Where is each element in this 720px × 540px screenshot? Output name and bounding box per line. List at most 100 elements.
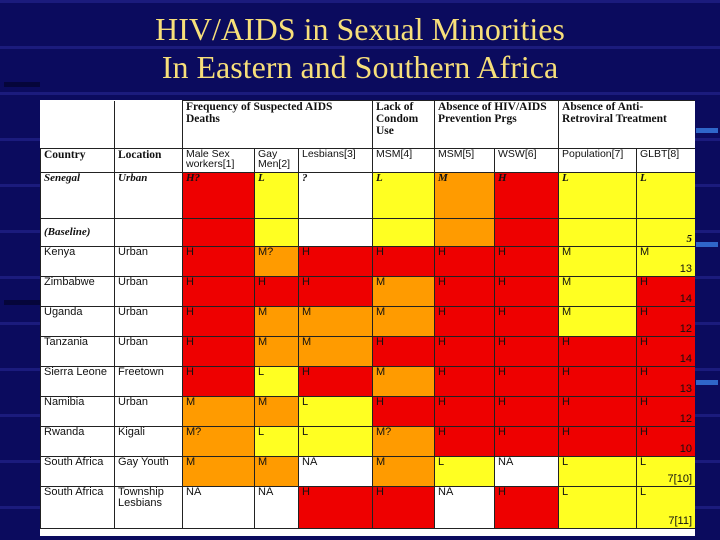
country-cell: South Africa xyxy=(40,486,115,529)
blank-header-cell xyxy=(40,100,115,149)
rating-value: M xyxy=(376,276,386,288)
rating-cell: H xyxy=(558,426,638,457)
rating-value: H xyxy=(640,396,648,408)
rating-value: H xyxy=(376,246,384,258)
rating-cell: H xyxy=(558,396,638,427)
reference-note: 13 xyxy=(679,383,693,395)
rating-value: H xyxy=(302,366,310,378)
rating-value: M? xyxy=(186,426,202,438)
rating-value: H xyxy=(186,246,194,258)
column-header: MSM[4] xyxy=(372,148,435,173)
country-cell: Rwanda xyxy=(40,426,115,457)
rating-cell: M? xyxy=(372,426,435,457)
rating-cell: H xyxy=(493,306,560,337)
rating-value: M xyxy=(258,306,268,318)
rating-value: M xyxy=(376,366,386,378)
rating-cell xyxy=(434,218,495,247)
rating-value: NA xyxy=(302,456,318,468)
rating-cell: H xyxy=(298,486,373,529)
rating-cell xyxy=(372,218,435,247)
country-cell: Kenya xyxy=(40,246,115,277)
column-header: Male Sex workers[1] xyxy=(182,148,255,173)
rating-value: L xyxy=(258,366,265,378)
column-header: GLBT[8] xyxy=(636,148,695,173)
rating-cell: H xyxy=(298,246,373,277)
country-cell: (Baseline) xyxy=(40,218,115,247)
reference-note: 12 xyxy=(679,323,693,335)
rating-value: H xyxy=(498,396,506,408)
rating-cell: H 12 xyxy=(636,306,695,337)
group-header: Lack of Condom Use xyxy=(372,100,435,149)
rating-value: M xyxy=(186,456,196,468)
rating-value: H xyxy=(498,276,506,288)
rating-cell xyxy=(298,218,373,247)
rating-cell: L xyxy=(558,486,638,529)
rating-cell: H xyxy=(372,396,435,427)
rating-cell: H 13 xyxy=(636,366,695,397)
rating-cell: H xyxy=(434,246,495,277)
rating-cell: M xyxy=(372,366,435,397)
rating-cell: H xyxy=(558,336,638,367)
rating-cell: H xyxy=(493,396,560,427)
column-header: Location xyxy=(114,148,183,173)
rating-cell xyxy=(182,218,255,247)
rating-value: H xyxy=(438,366,446,378)
table-row: Tanzania Urban H M M H H H H H 14 xyxy=(40,336,695,367)
rating-cell: L xyxy=(298,396,373,427)
table-row: South Africa Gay Youth M M NA M L NA L L 7[10] xyxy=(40,456,695,487)
rating-cell: L xyxy=(558,172,638,219)
rating-cell: M xyxy=(372,456,435,487)
rating-value: NA xyxy=(498,456,514,468)
reference-note: 7[11] xyxy=(668,515,693,527)
rating-cell: H xyxy=(493,276,560,307)
table-body: Senegal Urban H? L? L M H L L (Baseline) 5 Kenya Urb… xyxy=(40,172,695,529)
rating-value: H xyxy=(640,426,648,438)
rating-value: M xyxy=(302,306,312,318)
rating-cell: L xyxy=(254,366,299,397)
rating-cell: H xyxy=(372,336,435,367)
rating-cell: M xyxy=(182,396,255,427)
rating-value: L xyxy=(562,172,569,184)
rating-value: H xyxy=(438,336,446,348)
right-accent-bar xyxy=(696,242,718,247)
rating-value: H xyxy=(302,486,310,498)
rating-cell: L xyxy=(254,426,299,457)
rating-value: H xyxy=(376,486,384,498)
rating-cell: L xyxy=(254,172,299,219)
rating-value: L xyxy=(640,456,647,468)
location-cell: Urban xyxy=(114,246,183,277)
rating-value: M xyxy=(562,276,572,288)
group-header: Absence of Anti-Retroviral Treatment xyxy=(558,100,695,149)
rating-value: M? xyxy=(258,246,274,258)
rating-value: NA xyxy=(186,486,202,498)
rating-cell: 5 xyxy=(636,218,695,247)
risk-table: Frequency of Suspected AIDS Deaths Lack … xyxy=(40,100,695,529)
reference-note: 12 xyxy=(679,413,693,425)
data-table-sheet: Frequency of Suspected AIDS Deaths Lack … xyxy=(40,100,695,536)
rating-value: M? xyxy=(376,426,392,438)
location-cell xyxy=(114,218,183,247)
reference-note: 13 xyxy=(679,263,693,275)
rating-value: H xyxy=(498,486,506,498)
table-row: Sierra Leone Freetown H L H M H H H H 13 xyxy=(40,366,695,397)
rating-value: H xyxy=(302,276,310,288)
rating-value: H xyxy=(562,396,570,408)
slide-title: HIV/AIDS in Sexual Minorities In Eastern… xyxy=(0,10,720,86)
group-header: Frequency of Suspected AIDS Deaths xyxy=(182,100,373,149)
rating-cell: H xyxy=(372,246,435,277)
left-accent-bar xyxy=(4,300,40,305)
rating-value: H xyxy=(640,276,648,288)
rating-value: M xyxy=(438,172,448,184)
country-cell: Namibia xyxy=(40,396,115,427)
rating-cell: H xyxy=(298,276,373,307)
rating-value: H xyxy=(498,336,506,348)
rating-cell xyxy=(558,218,638,247)
column-header: Gay Men[2] xyxy=(254,148,299,173)
rating-cell xyxy=(493,218,560,247)
rating-cell: L 7[10] xyxy=(636,456,695,487)
column-header-row: Country Location Male Sex workers[1] Gay… xyxy=(40,148,695,173)
rating-cell: L 7[11] xyxy=(636,486,695,529)
rating-cell: H xyxy=(182,366,255,397)
location-cell: Urban xyxy=(114,306,183,337)
rating-value: M xyxy=(562,306,572,318)
